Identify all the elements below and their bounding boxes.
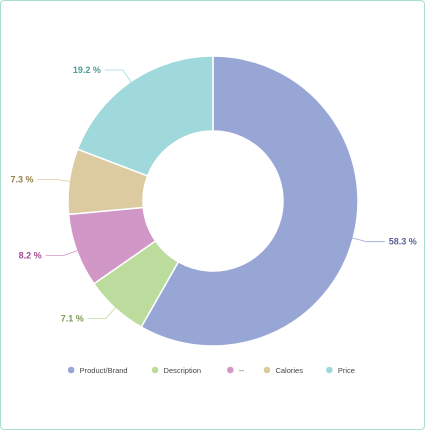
legend-item-product-brand[interactable]: Product/Brand (67, 366, 128, 375)
legend-label-description: Description (164, 366, 202, 375)
data-label-description: 7.1 % (61, 313, 84, 323)
data-label-calories: 7.3 % (10, 174, 33, 184)
legend-item-description[interactable]: Description (151, 366, 202, 375)
data-label-price: 19.2 % (73, 65, 101, 75)
leader-line-description (87, 306, 117, 319)
legend-label-calories: Calories (275, 366, 303, 375)
slice-product-brand[interactable] (140, 55, 359, 347)
slice-price[interactable] (76, 55, 214, 177)
legend-label-product-brand: Product/Brand (80, 366, 128, 375)
legend-label-dash: -- (239, 366, 244, 375)
legend-swatch-price (326, 366, 333, 374)
legend-swatch-calories (263, 366, 271, 374)
legend-swatch-dash (227, 366, 234, 374)
legend-item-dash[interactable]: -- (227, 366, 244, 375)
leader-line-product-brand (351, 237, 385, 243)
legend-label-price: Price (338, 366, 355, 375)
labels-layer: 58.3 % 7.1 % 8.2 % 7.3 % 19.2 % (10, 65, 416, 323)
legend-swatch-description (151, 366, 159, 374)
slices-layer (67, 55, 359, 347)
legend-item-price[interactable]: Price (326, 366, 355, 375)
legend-item-calories[interactable]: Calories (263, 366, 304, 375)
data-label-dash: 8.2 % (19, 251, 42, 261)
legend: Product/Brand Description -- Calories Price (67, 366, 355, 375)
data-label-product-brand: 58.3 % (389, 237, 417, 247)
leader-line-price (104, 69, 133, 84)
leaders-layer (37, 69, 385, 319)
legend-swatch-product-brand (67, 366, 75, 374)
leader-line-dash (45, 249, 79, 256)
leader-line-calories (37, 178, 72, 182)
